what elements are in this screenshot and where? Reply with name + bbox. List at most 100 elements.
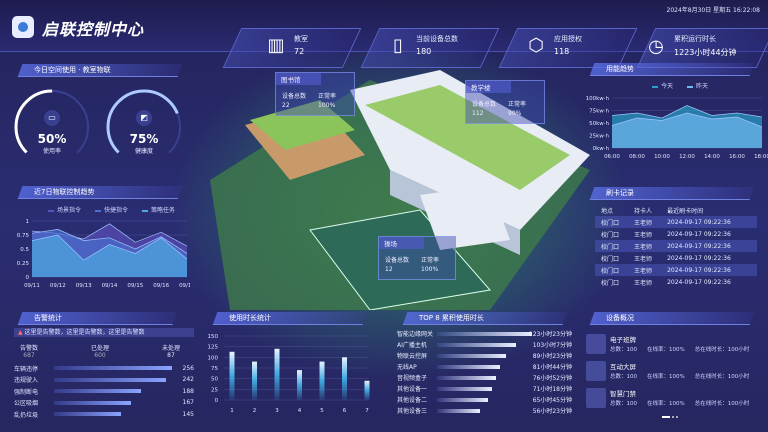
building-popup-teaching[interactable]: 教学楼 设备总数 正常率 112 90% [465,80,545,124]
table-cell: 校门口 [601,255,620,263]
gauge-usage-text: ▭ 50% 使用率 [10,110,94,155]
device-thumbnail [586,388,606,408]
alarm-item: 违规驶入 242 [14,375,194,385]
alarm-item: 强制断电 188 [14,386,194,396]
alarm-name: 车辆违停 [14,365,39,373]
table-cell: 2024-09-17 09:22:36 [661,216,757,228]
trend-legend: 场景指令 快捷指令 策略任务 [48,205,175,214]
duration-value: 65小时45分钟 [532,397,572,404]
x-tick-label: 16:00 [729,154,745,160]
device-thumbnail [586,361,606,381]
app-logo [12,16,34,38]
table-cell: 王老师 [634,279,653,287]
panel-title-energy: 用能趋势 [589,63,755,76]
stat-licenses: ⬡ 应用授权 118 [526,34,582,57]
stat-classroom: ▥ 教室 72 [266,34,308,57]
datetime: 2024年8月30日 星期五 16:22:08 [666,7,760,14]
x-tick-label: 12:00 [679,154,695,160]
value: 12 [385,266,393,273]
table-row[interactable]: 校门口 王老师 2024-09-17 09:22:36 [595,228,757,240]
iot-trend-chart: 0 0.25 0.5 0.75 1 09/11 09/12 09/13 09/14 09/15 09… [17,219,190,289]
top8-item: 其他设备三 56小时23分钟 [397,406,572,416]
panel-title-cards: 刷卡记录 [589,187,755,200]
x-tick-label: 09/12 [50,283,66,289]
app-title: 启联控制中心 [42,20,145,39]
building-popup-playground[interactable]: 操场 设备总数 正常率 12 100% [378,236,456,280]
x-tick-label: 2 [253,408,257,414]
col-time: 最近刷卡时间 [667,207,704,215]
panel-title-top8: TOP 8 累积使用时长 [402,312,568,325]
x-tick-label: 09/13 [76,283,92,289]
y-tick-label: 0.5 [20,247,29,253]
gauge-usage [14,89,90,165]
duration-bar [437,354,506,358]
table-cell: 王老师 [628,264,662,276]
building-name: 教学楼 [466,81,511,93]
device-name: 无线AP [397,364,417,371]
device-item[interactable]: 互动大屏 总数：100 在线率：100% 总在线时长：100小时 [586,361,761,389]
alarm-item: 车辆违停 256 [14,363,194,373]
table-cell: 王老师 [634,255,653,263]
summary-label: 未处理 [161,345,180,352]
y-tick-label: 50 [211,377,218,383]
energy-series-line [611,112,763,128]
stat-value: 180 [416,47,432,56]
panel-title-devices: 设备概况 [589,312,755,325]
table-row[interactable]: 校门口 王老师 2024-09-17 09:22:36 [595,216,757,228]
y-tick-label: 25 [211,387,218,393]
label: 设备总数 [385,257,410,264]
duration-bar [437,365,500,369]
table-row[interactable]: 校门口 王老师 2024-09-17 09:22:36 [595,240,757,252]
x-tick-label: 3 [275,408,279,414]
duration-value: 76小时52分钟 [532,375,572,382]
device-name: 电子班牌 [610,336,636,344]
stat-label: 教室 [294,35,308,43]
device-item[interactable]: 电子班牌总数：100 在线率：100% 总在线时长：100小时 [586,334,761,362]
y-tick-label: 25kw·h [589,134,609,140]
table-row[interactable]: 校门口 王老师 2024-09-17 09:22:36 [595,252,757,264]
table-cell: 校门口 [601,279,620,287]
panel-title-usage: 使用时长统计 [212,312,368,325]
building-name: 操场 [379,237,424,249]
gauge-label: 健康度 [134,148,153,155]
summary-label: 告警数 [20,345,39,352]
x-tick-label: 09/15 [127,283,143,289]
duration-value: 56小时23分钟 [532,408,572,415]
usage-bar [364,380,370,400]
device-online: 在线率：100% [647,401,685,407]
tablet-icon: ◩ [136,110,152,126]
col-location: 地点 [601,207,614,215]
top8-item: AI广播主机 103小时7分钟 [397,340,572,350]
trend-series-area [32,235,187,277]
duration-bar [437,376,497,380]
legend-item: 场景指令 [48,205,81,214]
label: 设备总数 [282,93,307,100]
clock-icon: ◷ [648,35,664,57]
legend-item: 今天 [652,81,673,90]
device-name: 智慧门禁 [610,390,636,398]
stat-value: 118 [554,47,570,56]
device-online: 在线率：100% [647,347,685,353]
table-cell: 校门口 [595,264,629,276]
gauge-value: 50% [37,132,67,146]
gauge-health [106,89,182,165]
campus-3d-map [210,70,590,310]
device-item[interactable]: 智慧门禁 总数：100 在线率：100% 总在线时长：100小时 [586,388,761,416]
value: 112 [472,110,484,117]
table-row[interactable]: 校门口 王老师 2024-09-17 09:22:36 [595,276,757,288]
table-row[interactable]: 校门口 王老师 2024-09-17 09:22:36 [595,264,757,276]
summary-value: 87 [167,352,175,359]
panel-title-trend: 近7日物联控制趋势 [17,186,183,199]
usage-bar [319,361,325,400]
stat-label: 应用授权 [554,35,582,43]
device-total: 总数：100 [610,347,637,353]
y-tick-label: 50kw·h [589,121,609,127]
pagination-dots[interactable] [662,416,678,418]
duration-bar [437,332,532,336]
energy-chart: 0kw·h 25kw·h 50kw·h 75kw·h 100kw·h 06:00 08:00… [586,96,768,160]
device-duration: 总在线时长：100小时 [694,347,750,353]
duration-value: 89小时23分钟 [532,353,572,360]
table-cell: 2024-09-17 09:22:36 [661,240,757,252]
building-popup-library[interactable]: 图书馆 设备总数 正常率 22 100% [275,72,355,116]
hexagon-y-icon: ⬡ [528,34,544,56]
